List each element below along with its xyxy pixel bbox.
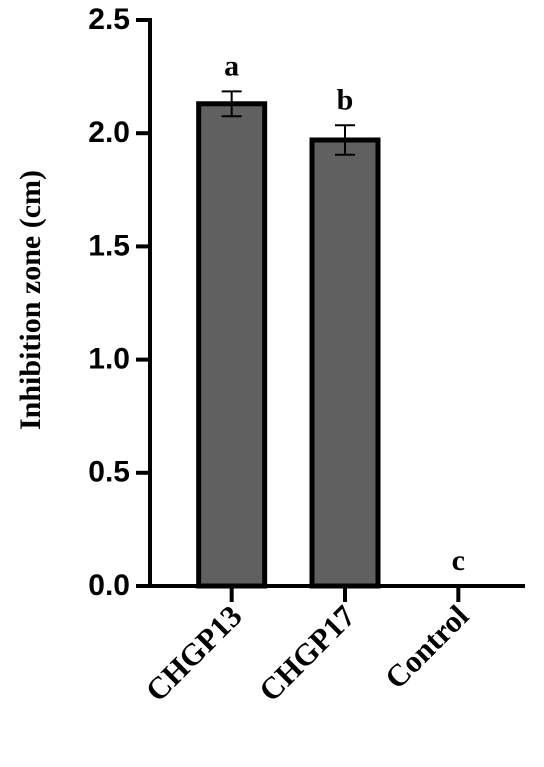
y-tick-label: 0.5 xyxy=(88,456,130,489)
y-tick-label: 1.0 xyxy=(88,343,130,376)
y-tick-label: 0.0 xyxy=(88,569,130,602)
y-axis-label: Inhibition zone (cm) xyxy=(14,170,47,430)
bar xyxy=(196,101,268,589)
significance-letter: b xyxy=(337,83,354,116)
x-tick-label: CHGP13 xyxy=(139,598,249,708)
x-tick-label: CHGP17 xyxy=(252,598,362,708)
significance-letter: a xyxy=(224,49,239,82)
y-tick-label: 2.0 xyxy=(88,116,130,149)
y-tick-label: 2.5 xyxy=(88,3,130,36)
bar xyxy=(309,137,381,589)
significance-letter: c xyxy=(452,544,465,577)
x-tick-label: Control xyxy=(378,598,476,696)
y-tick-label: 1.5 xyxy=(88,229,130,262)
